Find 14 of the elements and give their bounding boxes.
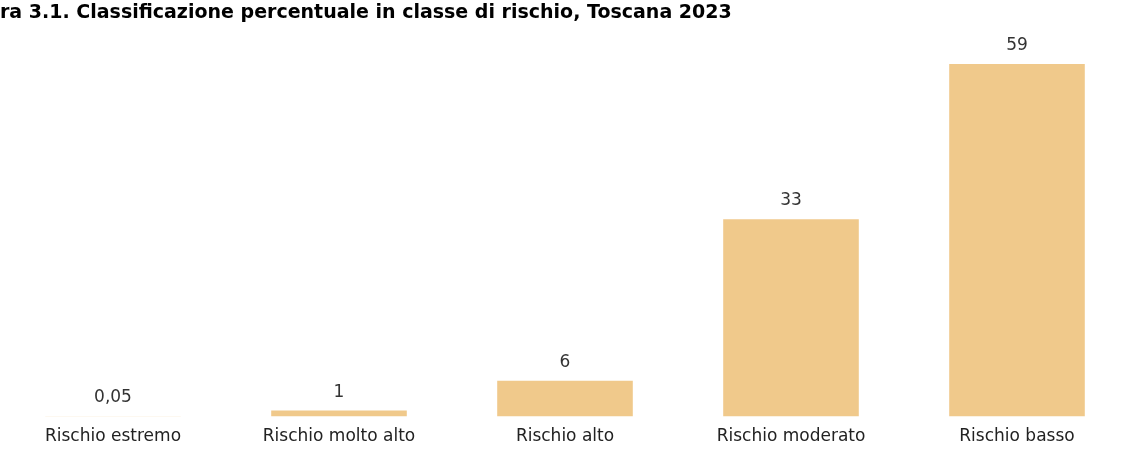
bar [949,63,1085,417]
x-tick-label: Rischio moderato [716,425,866,446]
x-tick-label: Rischio alto [515,425,615,446]
x-tick-label: Rischio estremo [44,425,182,446]
data-label: 6 [559,350,571,371]
x-tick-label: Rischio molto alto [262,425,416,446]
data-label: 1 [333,380,345,401]
bar [723,219,859,417]
data-label: 33 [780,189,802,210]
chart-title: ra 3.1. Classificazione percentuale in classe di rischio, Toscana 2023 [0,0,732,22]
data-label: 0,05 [94,386,132,407]
data-label: 59 [1006,33,1028,54]
x-tick-label: Rischio basso [959,425,1075,446]
bar [497,380,633,417]
